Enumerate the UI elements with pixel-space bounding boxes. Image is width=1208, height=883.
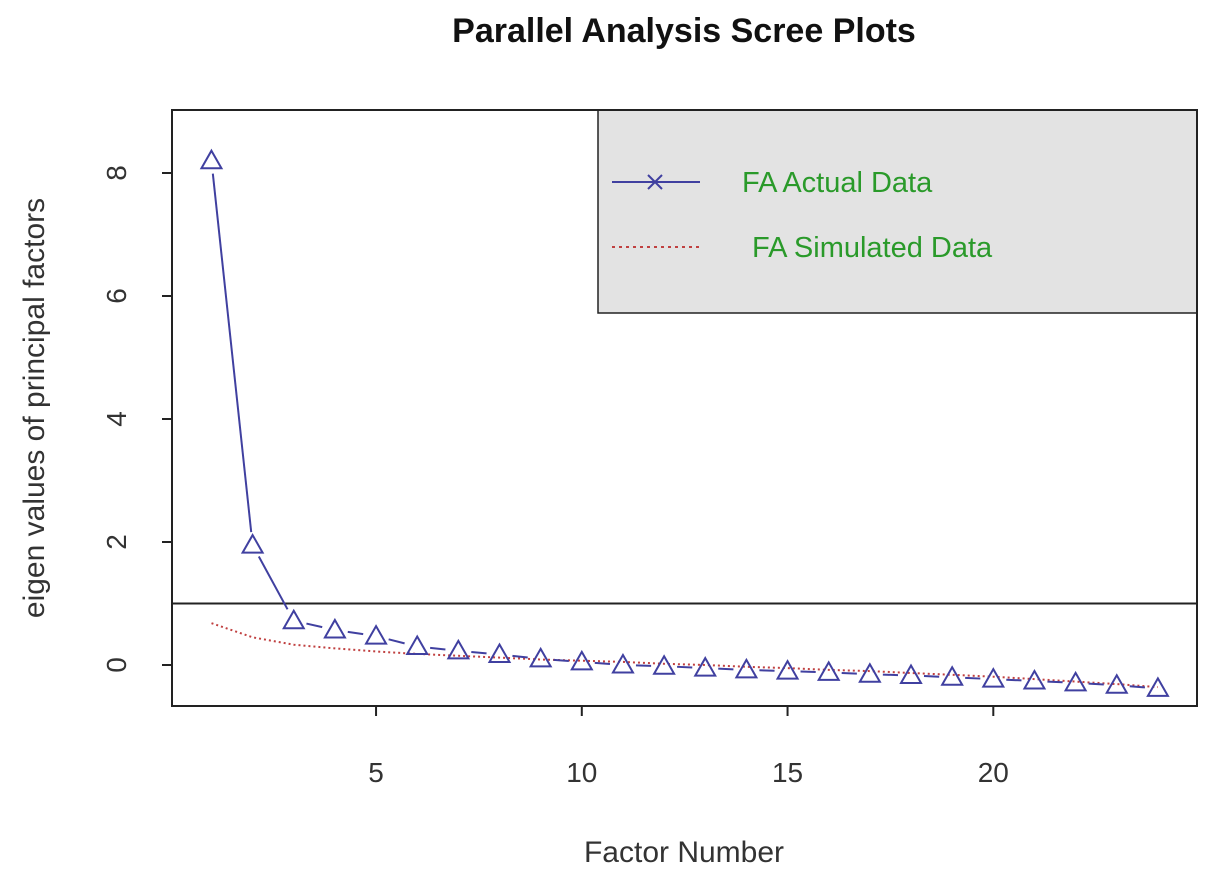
actual-data-point [528,646,553,668]
y-tick-label: 8 [101,165,132,181]
actual-data-segment [471,651,487,655]
actual-data-segment [1047,680,1063,684]
actual-data-point [282,608,306,630]
actual-data-point [240,533,265,554]
actual-data-point [775,659,800,680]
actual-data-point [446,638,471,660]
chart-title: Parallel Analysis Scree Plots [452,12,916,50]
actual-data-segment [388,638,405,645]
legend-item: FA Actual Data [612,167,933,199]
actual-data-segment [965,676,981,680]
actual-data-point [693,656,717,677]
x-tick-label: 20 [978,757,1009,788]
actual-data-point [405,634,429,656]
actual-data-point [981,667,1006,688]
actual-data-point [611,652,635,674]
actual-data-segment [512,654,528,659]
actual-data-point [1022,668,1047,690]
axis-ticks: 5 10 15 20 0 2 4 6 8 [101,165,1009,788]
x-tick-label: 10 [566,757,597,788]
actual-data-segment [841,671,857,675]
actual-data-point [734,657,759,679]
actual-data-point [858,662,882,683]
legend-item: FA Simulated Data [612,232,993,264]
actual-data-point [199,148,224,170]
actual-data-point [1105,673,1129,694]
y-tick-label: 4 [101,411,132,427]
actual-data-segment [677,665,693,669]
actual-data-segment [1129,685,1146,689]
actual-data-segment [347,630,364,636]
x-tick-label: 5 [368,757,384,788]
actual-data-point [570,649,594,671]
actual-data-point [323,617,347,639]
actual-data-segment [1006,678,1022,682]
actual-data-point [899,663,923,684]
actual-data-point [364,624,388,645]
actual-data-point [487,642,512,664]
legend-background [597,109,1198,314]
actual-data-line [199,148,1170,697]
actual-data-segment [430,646,446,651]
legend-cross-marker [647,174,663,190]
actual-data-segment [718,667,734,671]
actual-data-segment [923,675,940,678]
actual-data-segment [306,622,323,629]
actual-data-point [816,660,841,681]
y-axis-label: eigen values of principal factors [18,198,51,618]
simulated-data-line [211,622,1158,689]
actual-data-segment [1088,682,1104,686]
actual-data-segment [211,173,253,533]
actual-data-point [652,654,676,675]
actual-data-point [940,665,964,686]
x-tick-label: 15 [772,757,803,788]
y-tick-label: 6 [101,288,132,304]
y-tick-label: 0 [101,657,132,673]
actual-data-segment [553,658,569,662]
y-tick-label: 2 [101,534,132,550]
legend-label: FA Simulated Data [752,232,993,264]
actual-data-point [1063,670,1088,692]
series-group [199,148,1170,697]
x-axis-label: Factor Number [584,836,784,869]
actual-data-segment [594,661,611,666]
plot-area-frame [171,109,1198,707]
actual-data-point [1146,676,1170,697]
legend-label: FA Actual Data [742,167,933,199]
actual-data-segment [257,556,289,610]
legend: FA Actual Data FA Simulated Data [597,109,1198,314]
